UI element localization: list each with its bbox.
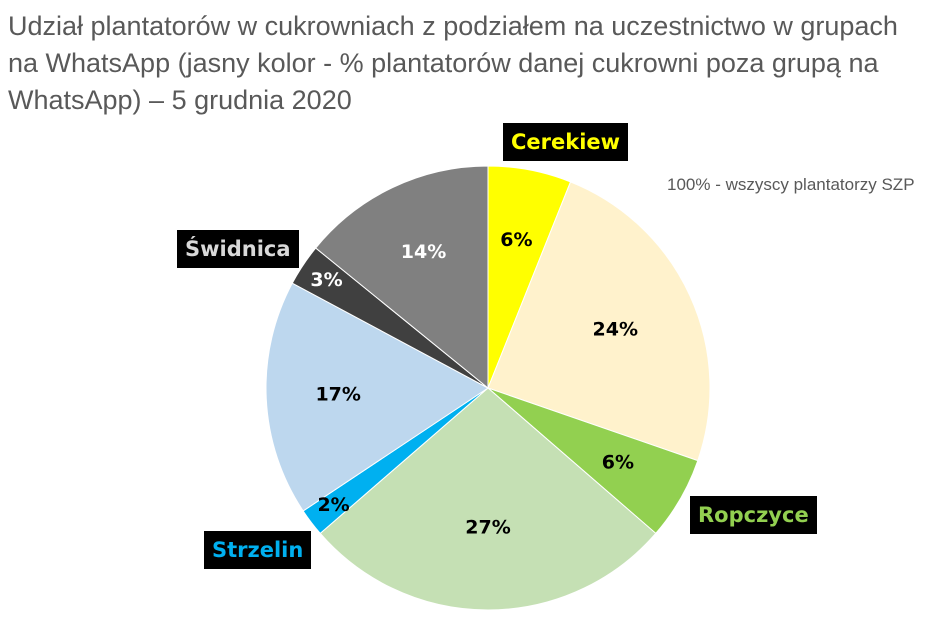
pie-slice-label-7: 3% (310, 269, 342, 291)
pie-slice-4 (319, 387, 657, 611)
pie-slice-8 (314, 165, 489, 390)
pie-slice-label-3: 6% (602, 452, 634, 474)
pie-slice-label-1: 6% (500, 229, 532, 251)
pie-slice-label-8: 14% (401, 241, 446, 263)
pie-annotation: 100% - wszyscy plantatorzy SZP (667, 175, 915, 194)
pie-slice-label-4: 27% (465, 517, 510, 539)
pie-slice-label-2: 24% (593, 318, 638, 340)
callout-swidnica: Świdnica (177, 230, 299, 268)
pie-slices (265, 165, 711, 611)
chart-title: Udział plantatorów w cukrowniach z podzi… (8, 11, 898, 115)
callout-cerekiew: Cerekiew (503, 123, 629, 161)
callout-strzelin: Strzelin (204, 531, 312, 569)
pie-slice-labels: 6% 24% 6% 27% 2% 17% 3% 14% (310, 229, 638, 538)
pie-slice-label-5: 2% (317, 494, 349, 516)
pie-slice-2 (487, 181, 711, 462)
pie-slice-label-6: 17% (315, 384, 360, 406)
callout-ropczyce: Ropczyce (690, 496, 817, 534)
pie-slice-6 (265, 282, 489, 512)
